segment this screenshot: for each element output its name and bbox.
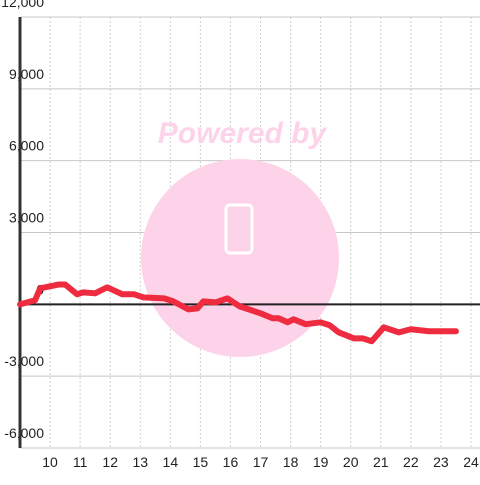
x-tick-label: 11 [73, 454, 88, 470]
y-tick-label: -6,000 [4, 425, 44, 441]
y-tick-label: 3,000 [9, 210, 44, 226]
x-tick-label: 16 [223, 454, 239, 470]
x-tick-label: 14 [163, 454, 179, 470]
x-tick-label: 19 [313, 454, 329, 470]
x-tick-label: 23 [433, 454, 449, 470]
watermark-circle [141, 159, 339, 357]
x-tick-label: 24 [463, 454, 479, 470]
watermark-text: Powered by [158, 117, 328, 150]
line-series [17, 281, 459, 345]
x-tick-label: 17 [253, 454, 269, 470]
y-tick-label: -3,000 [4, 353, 44, 369]
x-tick-label: 12 [102, 454, 118, 470]
x-tick-label: 22 [403, 454, 419, 470]
x-tick-label: 20 [343, 454, 359, 470]
y-tick-label: 9,000 [9, 66, 44, 82]
y-tick-label: 6,000 [9, 138, 44, 154]
watermark-icon [224, 203, 254, 255]
x-tick-label: 21 [373, 454, 389, 470]
x-tick-label: 18 [283, 454, 299, 470]
x-tick-label: 13 [132, 454, 148, 470]
y-tick-label: 12,000 [1, 0, 44, 10]
x-tick-label: 15 [193, 454, 209, 470]
x-tick-label: 10 [42, 454, 58, 470]
